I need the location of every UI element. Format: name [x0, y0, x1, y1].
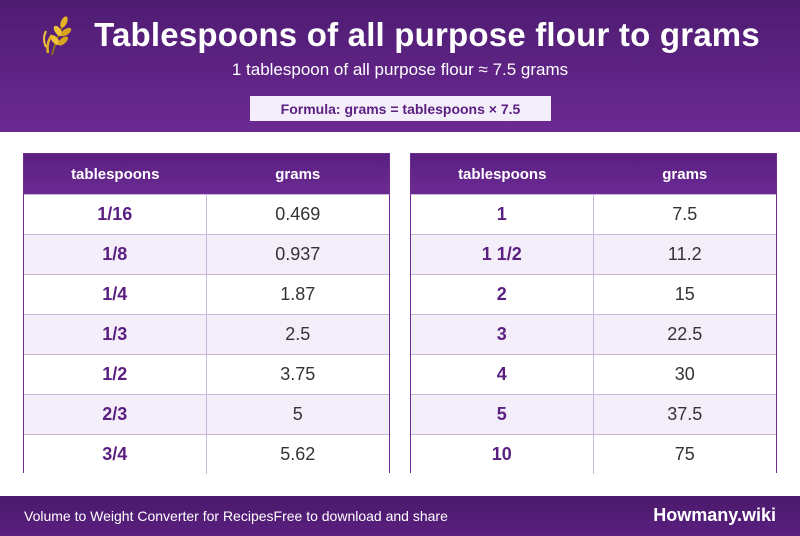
grams-cell: 0.937	[275, 244, 321, 264]
table-header: tablespoons grams	[24, 154, 389, 194]
column-header-grams: grams	[662, 165, 708, 183]
footer-tagline: Volume to Weight Converter for RecipesFr…	[24, 508, 448, 524]
table-row: 1/2 3.75	[24, 354, 389, 394]
tablespoons-cell: 1/3	[24, 315, 207, 354]
grams-cell: 5.62	[280, 444, 316, 464]
table-header: tablespoons grams	[411, 154, 776, 194]
tablespoons-cell: 10	[411, 435, 594, 474]
header-banner: Tablespoons of all purpose flour to gram…	[0, 0, 800, 132]
column-header-tablespoons: tablespoons	[458, 165, 547, 183]
grams-cell: 15	[674, 284, 695, 304]
grams-cell: 22.5	[667, 324, 703, 344]
page-title: Tablespoons of all purpose flour to gram…	[94, 16, 760, 53]
tablespoons-cell: 5	[411, 395, 594, 434]
tablespoons-cell: 2/3	[24, 395, 207, 434]
table-row: 1 7.5	[411, 194, 776, 234]
page-subtitle: 1 tablespoon of all purpose flour ≈ 7.5 …	[231, 60, 569, 79]
tablespoons-cell: 3/4	[24, 435, 207, 474]
grams-cell: 11.2	[667, 244, 702, 264]
tablespoons-cell: 1/8	[24, 235, 207, 274]
grams-cell: 0.469	[275, 204, 321, 224]
table-row: 1/8 0.937	[24, 234, 389, 274]
table-row: 2 15	[411, 274, 776, 314]
tablespoons-cell: 1	[411, 195, 594, 234]
table-row: 3/4 5.62	[24, 434, 389, 474]
grams-cell: 5	[292, 404, 303, 424]
conversion-table-left: tablespoons grams 1/16 0.469 1/8 0.937 1/4…	[23, 153, 390, 474]
grams-cell: 7.5	[672, 204, 698, 224]
table-body: 1/16 0.469 1/8 0.937 1/4 1.87 1/3 2.5 1/2 3.7…	[24, 194, 389, 474]
grams-cell: 75	[674, 444, 695, 464]
footer-bar: Volume to Weight Converter for RecipesFr…	[0, 496, 800, 536]
grams-cell: 3.75	[280, 364, 316, 384]
grams-cell: 1.87	[280, 284, 316, 304]
brand-logo-text[interactable]: Howmany.wiki	[653, 505, 776, 525]
formula-badge: Formula: grams = tablespoons × 7.5	[250, 96, 551, 121]
tablespoons-cell: 1/16	[24, 195, 207, 234]
table-row: 1 1/2 11.2	[411, 234, 776, 274]
tablespoons-cell: 1/2	[24, 355, 207, 394]
table-row: 1/4 1.87	[24, 274, 389, 314]
table-row: 5 37.5	[411, 394, 776, 434]
table-row: 2/3 5	[24, 394, 389, 434]
table-row: 10 75	[411, 434, 776, 474]
tablespoons-cell: 4	[411, 355, 594, 394]
wheat-icon	[43, 16, 72, 56]
title-row: Tablespoons of all purpose flour to gram…	[0, 10, 800, 60]
tablespoons-cell: 1 1/2	[411, 235, 594, 274]
table-row: 3 22.5	[411, 314, 776, 354]
table-row: 1/3 2.5	[24, 314, 389, 354]
grams-cell: 37.5	[667, 404, 703, 424]
table-row: 1/16 0.469	[24, 194, 389, 234]
grams-cell: 2.5	[285, 324, 311, 344]
tablespoons-cell: 1/4	[24, 275, 207, 314]
tablespoons-cell: 2	[411, 275, 594, 314]
grams-cell: 30	[674, 364, 695, 384]
column-header-grams: grams	[275, 165, 321, 183]
table-body: 1 7.5 1 1/2 11.2 2 15 3 22.5 4 30 5 37.5 10 75	[411, 194, 776, 474]
conversion-table-right: tablespoons grams 1 7.5 1 1/2 11.2 2 15 3 22…	[410, 153, 777, 474]
column-header-tablespoons: tablespoons	[71, 165, 160, 183]
table-row: 4 30	[411, 354, 776, 394]
tablespoons-cell: 3	[411, 315, 594, 354]
